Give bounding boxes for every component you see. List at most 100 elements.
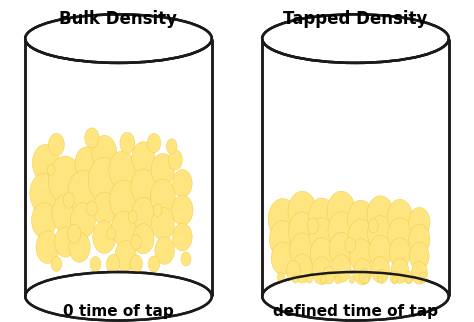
Circle shape — [268, 199, 297, 240]
Circle shape — [151, 207, 174, 240]
Circle shape — [75, 147, 98, 179]
Circle shape — [404, 271, 413, 284]
Circle shape — [349, 276, 355, 283]
Circle shape — [109, 151, 136, 189]
Circle shape — [173, 223, 192, 251]
Circle shape — [48, 156, 82, 204]
Circle shape — [85, 128, 99, 148]
Circle shape — [420, 276, 425, 283]
Text: defined time of tap: defined time of tap — [273, 304, 438, 319]
Circle shape — [359, 269, 370, 284]
Circle shape — [348, 219, 374, 255]
Circle shape — [36, 231, 59, 263]
Circle shape — [312, 257, 331, 284]
Circle shape — [69, 232, 90, 262]
Circle shape — [288, 191, 317, 232]
Text: Tapped Density: Tapped Density — [283, 10, 428, 28]
Circle shape — [48, 133, 64, 156]
Circle shape — [309, 198, 335, 236]
Circle shape — [67, 224, 81, 243]
Circle shape — [172, 195, 193, 225]
Circle shape — [391, 258, 409, 283]
Circle shape — [327, 191, 356, 232]
Circle shape — [310, 238, 333, 270]
Circle shape — [419, 272, 427, 283]
Circle shape — [378, 276, 383, 283]
Ellipse shape — [25, 14, 212, 63]
Ellipse shape — [25, 272, 212, 320]
Text: Bulk Density: Bulk Density — [60, 10, 177, 28]
Circle shape — [109, 180, 138, 220]
Circle shape — [131, 169, 156, 204]
Circle shape — [409, 224, 430, 254]
Ellipse shape — [262, 272, 449, 320]
Circle shape — [371, 257, 390, 283]
Polygon shape — [25, 14, 212, 39]
Circle shape — [309, 218, 335, 254]
Circle shape — [388, 218, 412, 252]
Circle shape — [93, 221, 116, 253]
Circle shape — [354, 259, 372, 285]
Circle shape — [115, 241, 136, 270]
Circle shape — [55, 227, 76, 257]
Circle shape — [345, 237, 356, 252]
Circle shape — [90, 256, 101, 271]
Circle shape — [406, 276, 411, 283]
Circle shape — [331, 255, 351, 282]
Circle shape — [51, 256, 62, 271]
Circle shape — [111, 211, 136, 246]
Circle shape — [166, 139, 177, 154]
Circle shape — [367, 216, 393, 252]
Circle shape — [368, 219, 378, 233]
Circle shape — [131, 234, 142, 250]
Ellipse shape — [262, 14, 449, 63]
Circle shape — [92, 136, 117, 171]
Circle shape — [269, 221, 296, 258]
Circle shape — [323, 266, 335, 284]
Circle shape — [88, 157, 120, 203]
Circle shape — [387, 199, 412, 234]
Circle shape — [328, 212, 355, 249]
Circle shape — [367, 196, 393, 233]
Circle shape — [286, 260, 301, 281]
Circle shape — [148, 256, 160, 272]
Circle shape — [47, 164, 55, 175]
Circle shape — [63, 192, 74, 208]
Circle shape — [290, 233, 315, 268]
Circle shape — [133, 224, 154, 254]
Circle shape — [364, 276, 369, 283]
Circle shape — [307, 218, 319, 234]
Circle shape — [181, 252, 191, 266]
Circle shape — [153, 204, 162, 216]
Circle shape — [52, 195, 79, 232]
Circle shape — [409, 207, 430, 238]
Circle shape — [392, 276, 397, 283]
Circle shape — [32, 203, 56, 238]
Circle shape — [71, 203, 95, 238]
Circle shape — [107, 254, 120, 273]
Circle shape — [168, 150, 182, 170]
Circle shape — [151, 154, 174, 186]
Circle shape — [32, 144, 59, 182]
Circle shape — [321, 276, 327, 284]
Circle shape — [128, 211, 137, 223]
Circle shape — [347, 200, 374, 238]
Circle shape — [87, 201, 97, 216]
Circle shape — [120, 132, 135, 154]
Circle shape — [173, 169, 192, 197]
Circle shape — [349, 239, 373, 271]
Circle shape — [369, 235, 392, 268]
Text: 0 time of tap: 0 time of tap — [63, 304, 174, 319]
Circle shape — [132, 197, 155, 230]
Circle shape — [292, 254, 312, 283]
Circle shape — [288, 212, 316, 251]
Circle shape — [389, 238, 410, 268]
Circle shape — [147, 133, 161, 153]
Circle shape — [271, 242, 294, 275]
Circle shape — [93, 192, 116, 225]
Circle shape — [132, 142, 155, 175]
Circle shape — [329, 232, 354, 267]
Circle shape — [306, 274, 312, 283]
Circle shape — [107, 227, 116, 240]
Polygon shape — [262, 14, 449, 39]
